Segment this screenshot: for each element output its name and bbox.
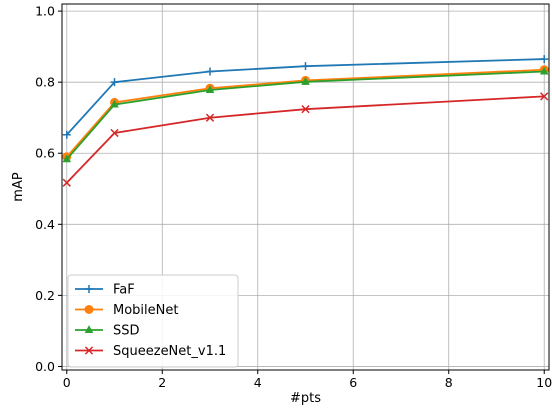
y-tick-label: 0.2 — [35, 288, 55, 303]
data-point-ssd — [539, 66, 549, 75]
x-tick-label: 6 — [349, 375, 357, 390]
data-point-ssd — [62, 154, 72, 163]
series-faf — [62, 55, 549, 139]
data-point-faf — [301, 62, 310, 71]
y-tick-label: 0.6 — [35, 146, 55, 161]
legend-item-squeezenet-v1-1: SqueezeNet_v1.1 — [75, 344, 226, 359]
x-tick-label: 8 — [445, 375, 453, 390]
x-tick-label: 10 — [536, 375, 552, 390]
x-tick-label: 2 — [158, 375, 166, 390]
legend-label: FaF — [113, 283, 135, 298]
y-tick-label: 1.0 — [35, 4, 55, 19]
data-point-faf — [206, 67, 215, 76]
data-point-ssd — [205, 85, 215, 93]
legend-marker — [85, 285, 93, 293]
x-axis-label: #pts — [290, 391, 321, 406]
y-tick-label: 0.8 — [35, 75, 55, 90]
axes: 0 2 4 6 8 10 0.0 0.2 0.4 0.6 0.8 1.0 #pts mAP — [11, 3, 552, 406]
x-tick-label: 0 — [63, 375, 71, 390]
series-lines — [62, 55, 549, 187]
legend-box — [67, 274, 239, 368]
legend: FaF MobileNet SSD SqueezeNet_v1.1 — [67, 274, 239, 368]
legend-marker — [84, 305, 94, 314]
series-ssd — [62, 66, 549, 163]
legend-item-mobilenet: MobileNet — [75, 303, 178, 318]
legend-marker — [84, 346, 94, 355]
data-point-squeezenet-v1-1 — [301, 105, 310, 114]
legend-label: MobileNet — [113, 303, 178, 318]
data-point-faf — [62, 130, 71, 139]
plot-frame — [61, 3, 550, 371]
data-point-squeezenet-v1-1 — [205, 113, 215, 122]
legend-marker — [84, 325, 94, 333]
y-axis-label: mAP — [11, 172, 26, 202]
data-point-ssd — [301, 76, 310, 85]
x-tick-label: 4 — [254, 375, 262, 390]
data-point-faf — [540, 55, 549, 64]
legend-label: SqueezeNet_v1.1 — [113, 344, 226, 359]
legend-label: SSD — [113, 324, 140, 339]
series-line-faf — [66, 58, 545, 136]
data-point-squeezenet-v1-1 — [110, 128, 119, 138]
data-point-squeezenet-v1-1 — [62, 178, 71, 187]
series-squeezenet-v1-1 — [62, 92, 549, 187]
data-point-ssd — [110, 99, 119, 108]
y-tick-label: 0.0 — [35, 359, 55, 374]
legend-item-ssd: SSD — [75, 324, 140, 339]
data-point-faf — [110, 78, 119, 87]
data-point-squeezenet-v1-1 — [540, 92, 549, 101]
y-tick-label: 0.4 — [35, 217, 55, 232]
legend-item-faf: FaF — [75, 283, 135, 298]
